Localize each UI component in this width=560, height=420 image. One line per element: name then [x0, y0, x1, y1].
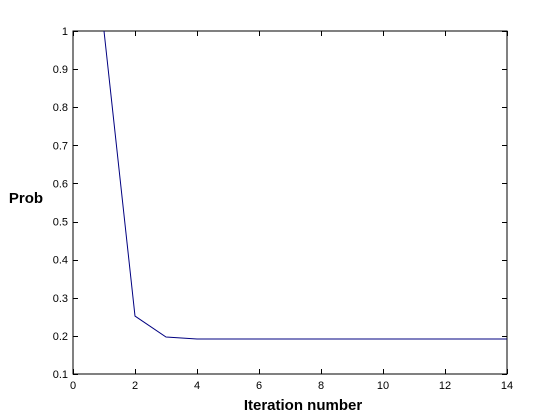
y-tick-label: 0.7	[53, 140, 68, 152]
x-tick-label: 2	[132, 380, 138, 392]
y-tick-label: 0.8	[53, 102, 68, 114]
x-tick-label: 8	[318, 380, 324, 392]
axes-frame	[72, 30, 508, 375]
y-tick-label: 1	[62, 26, 68, 38]
y-tick-label: 0.5	[53, 217, 68, 229]
x-axis-ticks: 0 2 4 6 8 10 12 14	[70, 31, 513, 392]
plot-area	[72, 30, 508, 375]
y-tick-label: 0.4	[53, 255, 68, 267]
x-axis-label: Iteration number	[244, 397, 363, 414]
x-tick-label: 14	[501, 380, 513, 392]
x-tick-label: 0	[70, 380, 76, 392]
y-tick-label: 0.6	[53, 178, 68, 190]
y-axis-label: Prob	[9, 190, 43, 207]
series-layer	[103, 30, 507, 340]
x-tick-label: 6	[256, 380, 262, 392]
y-tick-label: 0.3	[53, 293, 68, 305]
x-tick-label: 4	[194, 380, 200, 392]
y-tick-label: 0.1	[53, 369, 68, 381]
series-line	[103, 30, 507, 340]
x-tick-label: 10	[377, 380, 389, 392]
y-tick-label: 0.9	[53, 64, 68, 76]
y-tick-label: 0.2	[53, 331, 68, 343]
y-axis-ticks: 0.1 0.2 0.3 0.4 0.5 0.6 0.7 0.8 0.9 1	[53, 26, 507, 381]
x-tick-label: 12	[439, 380, 451, 392]
